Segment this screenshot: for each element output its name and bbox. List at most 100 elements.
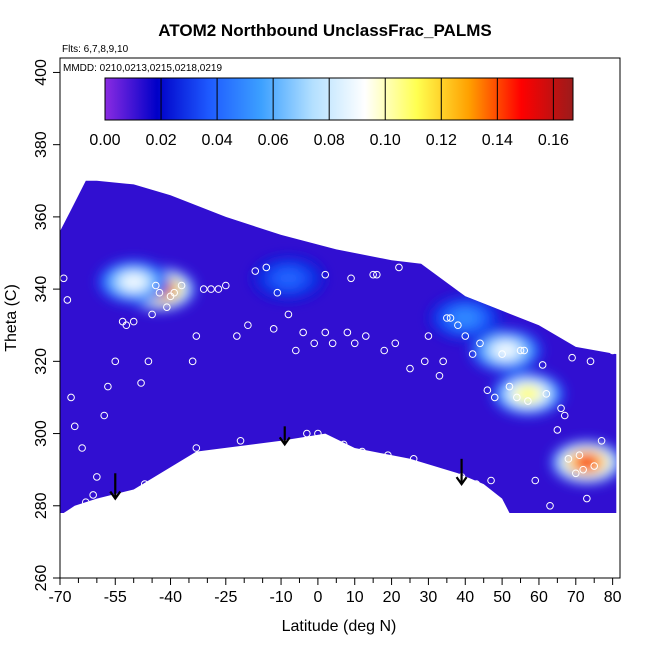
sample-point bbox=[100, 411, 109, 420]
sample-point bbox=[177, 281, 186, 290]
sample-point bbox=[221, 281, 230, 290]
sample-point bbox=[148, 310, 156, 319]
sample-point bbox=[564, 455, 573, 463]
hotspot-cell bbox=[276, 270, 301, 286]
sample-point bbox=[188, 357, 197, 366]
sample-point bbox=[454, 321, 462, 330]
sample-point bbox=[299, 328, 307, 337]
x-tick-label: -10 bbox=[269, 589, 292, 606]
sample-point bbox=[236, 436, 245, 445]
sample-point bbox=[273, 288, 282, 297]
sample-point bbox=[524, 397, 532, 405]
sample-point bbox=[358, 447, 366, 456]
x-tick-label: -40 bbox=[159, 589, 182, 606]
hotspot-cell bbox=[515, 386, 540, 402]
x-tick-label: 20 bbox=[383, 589, 401, 606]
sample-point bbox=[207, 285, 215, 293]
flights-note: Flts: 6,7,8,9,10 bbox=[62, 44, 129, 55]
sample-point bbox=[347, 274, 355, 283]
colorbar-gradient bbox=[104, 77, 574, 121]
sample-point bbox=[140, 480, 149, 488]
sample-point bbox=[575, 451, 584, 460]
x-tick-label: 50 bbox=[493, 589, 511, 606]
x-tick-label: 40 bbox=[456, 589, 474, 606]
sample-point bbox=[516, 346, 525, 355]
y-tick-label: 320 bbox=[33, 348, 50, 375]
sample-point bbox=[262, 263, 271, 272]
colorbar-ticks: 0.00 0.02 0.04 0.06 0.08 0.10 0.12 0.14 0.16 bbox=[89, 78, 569, 149]
sample-point bbox=[498, 350, 506, 358]
sample-point bbox=[568, 353, 576, 362]
flight-arrows bbox=[109, 426, 468, 501]
sample-point bbox=[435, 371, 444, 380]
sample-point bbox=[420, 357, 429, 366]
x-tick-label: 0 bbox=[313, 589, 322, 606]
sample-point bbox=[314, 429, 322, 438]
sample-point bbox=[380, 346, 389, 355]
sample-point bbox=[328, 339, 337, 348]
sample-point bbox=[291, 346, 300, 355]
colorbar-tick-label: 0.04 bbox=[202, 132, 233, 149]
sample-point bbox=[579, 465, 587, 474]
sample-point bbox=[310, 339, 319, 348]
sample-point bbox=[406, 364, 414, 373]
y-tick-label: 400 bbox=[33, 59, 50, 86]
sample-point bbox=[571, 469, 580, 478]
sample-point bbox=[67, 393, 75, 402]
sample-point bbox=[531, 476, 540, 485]
hotspot-cell bbox=[121, 274, 146, 290]
sample-point bbox=[199, 285, 208, 293]
sample-point bbox=[170, 288, 179, 297]
sample-point bbox=[409, 455, 418, 463]
x-tick-label: -55 bbox=[104, 589, 127, 606]
sample-point bbox=[361, 332, 370, 340]
sample-point bbox=[251, 267, 260, 275]
sample-point bbox=[155, 288, 164, 297]
colorbar-tick-label: 0.12 bbox=[426, 132, 457, 149]
arrow-head bbox=[109, 490, 122, 501]
colorbar-tick-label: 0.14 bbox=[482, 132, 513, 149]
x-axis: -70 -55 -40 -25 -10 0 10 20 30 40 50 60 70 80 bbox=[48, 578, 622, 606]
sample-point bbox=[446, 314, 455, 322]
sample-point bbox=[560, 411, 569, 420]
y-tick-label: 380 bbox=[33, 131, 50, 158]
sample-point bbox=[89, 491, 97, 499]
y-tick-label: 300 bbox=[33, 420, 50, 447]
sample-point bbox=[553, 426, 562, 434]
sample-point bbox=[144, 357, 153, 366]
sample-point bbox=[269, 325, 278, 333]
arrow-head bbox=[278, 436, 291, 447]
sample-point bbox=[214, 285, 223, 293]
sample-point bbox=[586, 357, 595, 366]
sample-point bbox=[472, 480, 481, 488]
sample-point bbox=[597, 436, 606, 445]
x-tick-label: 80 bbox=[604, 589, 622, 606]
sample-point bbox=[350, 339, 359, 348]
x-tick-label: 70 bbox=[567, 589, 585, 606]
y-tick-label: 260 bbox=[33, 565, 50, 592]
sample-point bbox=[233, 332, 241, 340]
sample-point bbox=[557, 404, 565, 413]
colorbar-tick-label: 0.02 bbox=[145, 132, 176, 149]
sample-point bbox=[461, 332, 470, 340]
y-tick-label: 280 bbox=[33, 492, 50, 519]
sample-point bbox=[608, 346, 617, 355]
sample-point bbox=[490, 393, 499, 402]
sample-point bbox=[424, 332, 433, 340]
sample-point bbox=[129, 317, 138, 326]
hotspot-cell bbox=[453, 310, 478, 326]
colorbar: 0.00 0.02 0.04 0.06 0.08 0.10 0.12 0.14 0.16 bbox=[89, 77, 574, 149]
colorbar-tick-label: 0.00 bbox=[89, 132, 120, 149]
sample-point bbox=[78, 444, 86, 452]
sample-point bbox=[520, 346, 529, 355]
sample-point bbox=[395, 263, 403, 272]
sample-point bbox=[369, 270, 377, 279]
sample-point bbox=[439, 357, 447, 366]
sample-point bbox=[63, 296, 72, 304]
colorbar-tick-label: 0.08 bbox=[314, 132, 345, 149]
y-axis-label: Theta (C) bbox=[3, 284, 20, 352]
x-tick-label: 10 bbox=[346, 589, 364, 606]
sample-points bbox=[60, 263, 617, 510]
